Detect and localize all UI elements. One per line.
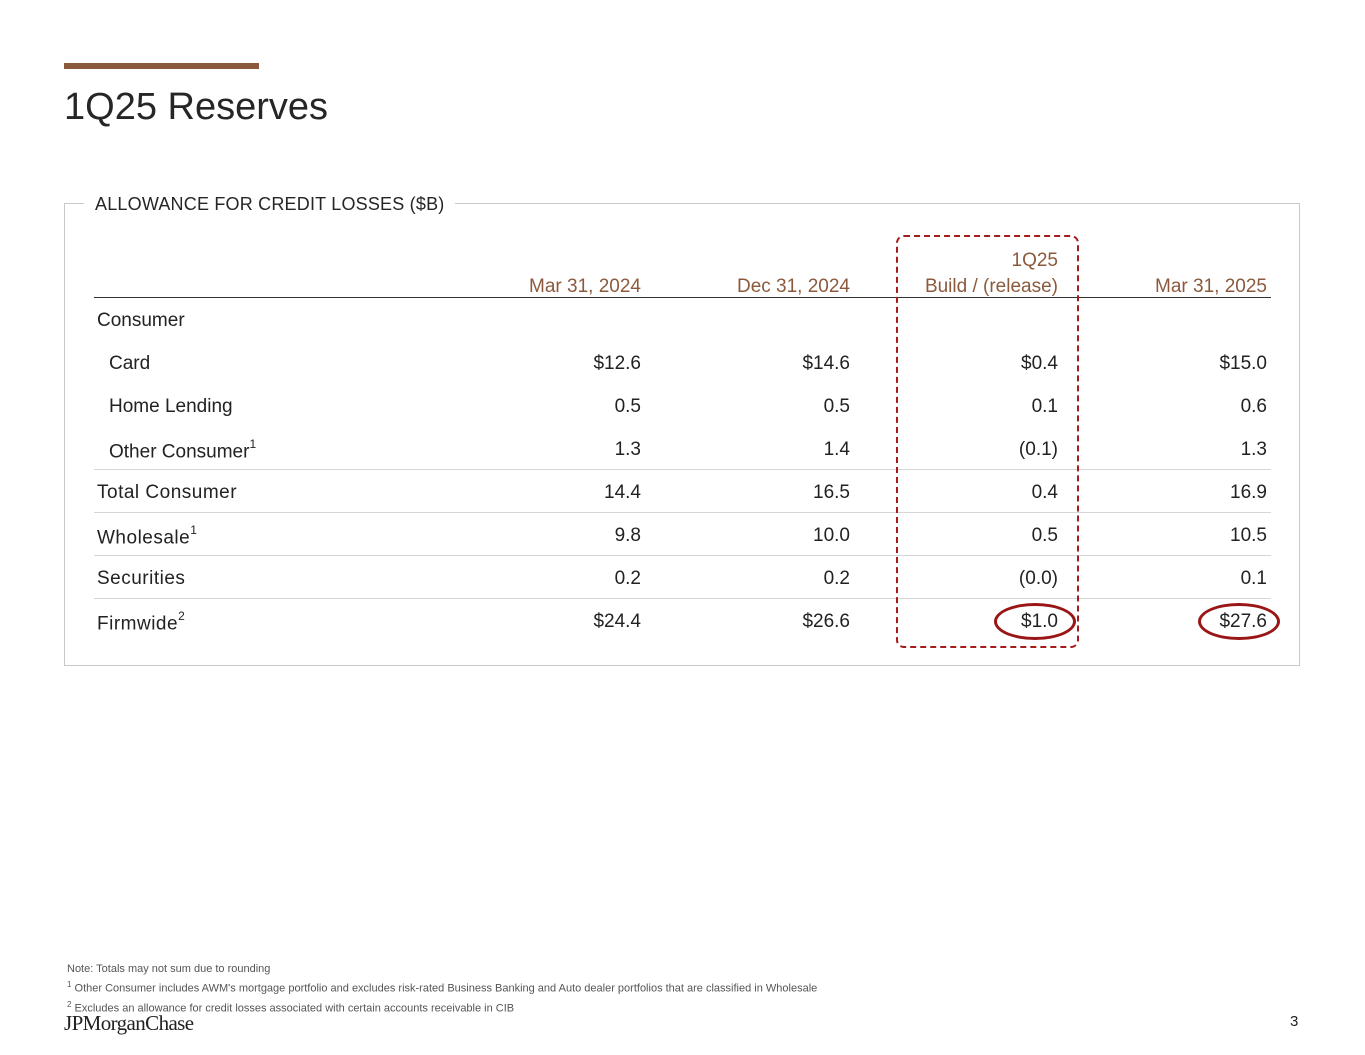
table-cell: 1.3 <box>614 439 641 460</box>
table-cell: 14.4 <box>604 482 641 503</box>
table-cell: 0.5 <box>614 396 641 417</box>
column-header-dec-2024: Dec 31, 2024 <box>736 276 850 297</box>
table-cell: $12.6 <box>593 353 641 374</box>
table-cell: 0.2 <box>614 568 641 589</box>
footnote-marker: 2 <box>178 609 186 623</box>
table-cell: 9.8 <box>614 525 641 546</box>
page-number: 3 <box>1290 1013 1299 1030</box>
row-label-total-consumer: Total Consumer <box>97 482 238 503</box>
table-cell: 0.6 <box>1240 396 1267 417</box>
panel-title: ALLOWANCE FOR CREDIT LOSSES ($B) <box>84 194 456 215</box>
table-cell: 0.5 <box>1031 525 1058 546</box>
table-cell: $0.4 <box>1021 353 1058 374</box>
footnote-note: Note: Totals may not sum due to rounding <box>67 963 271 975</box>
table-cell: $26.6 <box>802 611 850 632</box>
footnote-2: 2 Excludes an allowance for credit losse… <box>67 999 515 1015</box>
footnote-marker: 1 <box>190 523 198 537</box>
table-cell: 0.4 <box>1031 482 1058 503</box>
table-cell: (0.1) <box>1018 439 1058 460</box>
table-cell: 16.5 <box>813 482 850 503</box>
header-rule <box>94 297 1271 298</box>
company-logo: JPMorganChase <box>64 1011 194 1035</box>
footnote-marker: 1 <box>249 437 257 451</box>
row-label-securities: Securities <box>97 568 186 589</box>
page-title: 1Q25 Reserves <box>64 86 329 128</box>
column-header-build-line1: 1Q25 <box>1011 250 1058 271</box>
footnotes: Note: Totals may not sum due to rounding… <box>67 962 817 1016</box>
table-cell: 1.3 <box>1240 439 1267 460</box>
footnote-1: 1 Other Consumer includes AWM's mortgage… <box>67 980 818 995</box>
table-cell: 10.0 <box>813 525 850 546</box>
table-cell: 10.5 <box>1230 525 1267 546</box>
table-cell: $24.4 <box>593 611 641 632</box>
table-cell: (0.0) <box>1018 568 1058 589</box>
build-total-highlight-circle <box>994 603 1076 640</box>
table-cell: $14.6 <box>802 353 850 374</box>
table-cell: 0.5 <box>823 396 850 417</box>
title-accent-bar <box>64 63 259 69</box>
table-cell: $15.0 <box>1219 353 1267 374</box>
row-divider <box>94 512 1271 513</box>
row-divider <box>94 555 1271 556</box>
table-cell: 0.1 <box>1031 396 1058 417</box>
allowance-panel <box>64 203 1300 666</box>
build-release-highlight-box <box>896 235 1079 648</box>
table-cell: 16.9 <box>1230 482 1267 503</box>
row-label-firmwide: Firmwide2 <box>97 609 186 635</box>
row-label-wholesale: Wholesale1 <box>97 523 198 549</box>
firmwide-total-highlight-circle <box>1198 603 1280 640</box>
table-cell: 0.1 <box>1240 568 1267 589</box>
column-header-build-line2: Build / (release) <box>924 276 1058 297</box>
row-label-card: Card <box>109 353 151 374</box>
column-header-mar-2024: Mar 31, 2024 <box>529 276 641 297</box>
row-divider <box>94 469 1271 470</box>
column-header-mar-2025: Mar 31, 2025 <box>1155 276 1267 297</box>
row-divider <box>94 598 1271 599</box>
table-cell: 1.4 <box>823 439 850 460</box>
row-label-home-lending: Home Lending <box>109 396 233 417</box>
table-cell: 0.2 <box>823 568 850 589</box>
row-label-consumer: Consumer <box>97 310 185 331</box>
row-label-other-consumer: Other Consumer1 <box>109 437 257 463</box>
